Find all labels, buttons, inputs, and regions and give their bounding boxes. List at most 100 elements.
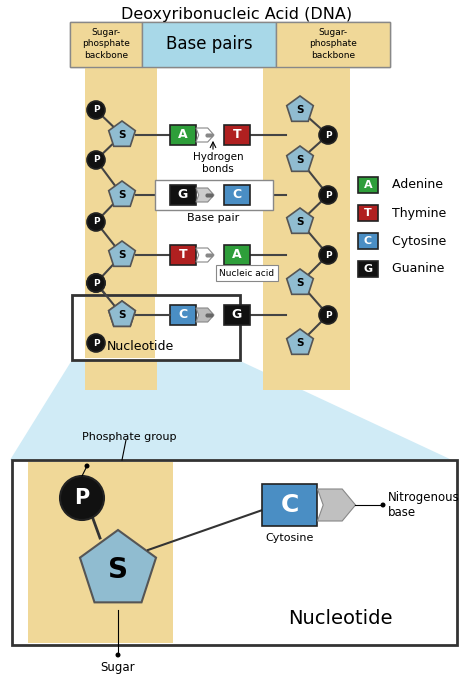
Circle shape (116, 652, 120, 658)
Circle shape (87, 213, 105, 231)
Circle shape (87, 101, 105, 119)
FancyBboxPatch shape (224, 185, 250, 205)
Text: Deoxyribonucleic Acid (DNA): Deoxyribonucleic Acid (DNA) (121, 7, 353, 22)
Polygon shape (109, 241, 135, 266)
Circle shape (87, 151, 105, 169)
FancyBboxPatch shape (85, 67, 157, 390)
Text: P: P (93, 279, 100, 287)
Circle shape (319, 306, 337, 324)
Polygon shape (287, 269, 313, 294)
Text: Thymine: Thymine (384, 206, 446, 220)
FancyBboxPatch shape (170, 305, 196, 325)
FancyBboxPatch shape (224, 305, 250, 325)
Text: C: C (178, 308, 188, 322)
FancyBboxPatch shape (142, 22, 276, 67)
FancyBboxPatch shape (358, 205, 378, 221)
Circle shape (319, 126, 337, 144)
Text: A: A (364, 180, 372, 190)
Circle shape (87, 274, 105, 292)
Circle shape (60, 476, 104, 520)
Polygon shape (196, 188, 214, 202)
Polygon shape (287, 208, 313, 233)
Circle shape (87, 334, 105, 352)
Polygon shape (109, 301, 135, 327)
FancyBboxPatch shape (170, 125, 196, 145)
Polygon shape (109, 121, 135, 146)
Polygon shape (287, 96, 313, 121)
Polygon shape (287, 329, 313, 354)
Text: S: S (108, 556, 128, 584)
Text: P: P (93, 155, 100, 164)
Text: S: S (296, 338, 304, 348)
FancyBboxPatch shape (70, 22, 142, 67)
FancyBboxPatch shape (155, 180, 273, 210)
Text: S: S (118, 310, 126, 320)
FancyBboxPatch shape (170, 185, 196, 205)
FancyBboxPatch shape (263, 67, 350, 390)
Circle shape (84, 464, 90, 468)
Text: Sugar-
phosphate
backbone: Sugar- phosphate backbone (309, 28, 357, 59)
Polygon shape (196, 128, 214, 142)
Text: S: S (296, 217, 304, 227)
Polygon shape (230, 188, 248, 202)
Text: P: P (74, 488, 90, 508)
Text: T: T (364, 208, 372, 218)
Circle shape (319, 246, 337, 264)
Text: Nitrogenous
base: Nitrogenous base (388, 491, 460, 519)
Polygon shape (230, 248, 248, 262)
Text: S: S (296, 105, 304, 115)
Text: Cytosine: Cytosine (266, 533, 314, 543)
Text: Hydrogen
bonds: Hydrogen bonds (193, 152, 243, 174)
FancyBboxPatch shape (85, 297, 155, 358)
Text: P: P (93, 218, 100, 226)
Text: P: P (93, 339, 100, 347)
FancyBboxPatch shape (216, 265, 278, 281)
Text: A: A (178, 128, 188, 141)
Text: C: C (232, 189, 242, 201)
Circle shape (319, 186, 337, 204)
Circle shape (87, 274, 105, 292)
Text: C: C (364, 236, 372, 246)
FancyBboxPatch shape (224, 125, 250, 145)
Polygon shape (230, 128, 248, 142)
Text: P: P (325, 191, 331, 199)
FancyBboxPatch shape (28, 462, 173, 643)
Text: S: S (118, 130, 126, 140)
FancyBboxPatch shape (358, 233, 378, 249)
Text: C: C (281, 493, 299, 517)
Text: P: P (93, 105, 100, 114)
Text: Cytosine: Cytosine (384, 235, 446, 247)
Polygon shape (230, 308, 248, 322)
Polygon shape (287, 146, 313, 171)
Text: P: P (325, 130, 331, 139)
Text: Nucleotide: Nucleotide (106, 341, 173, 354)
Text: S: S (118, 190, 126, 200)
Text: T: T (179, 249, 187, 262)
Polygon shape (318, 489, 356, 521)
Polygon shape (109, 301, 135, 327)
Text: S: S (296, 155, 304, 165)
Text: S: S (118, 250, 126, 260)
Polygon shape (80, 530, 156, 602)
Polygon shape (196, 308, 214, 322)
Text: Phosphate group: Phosphate group (82, 432, 176, 442)
FancyBboxPatch shape (358, 177, 378, 193)
Text: Base pair: Base pair (187, 213, 239, 223)
Text: S: S (118, 310, 126, 320)
Text: T: T (233, 128, 241, 141)
Text: G: G (178, 189, 188, 201)
FancyBboxPatch shape (263, 484, 318, 526)
Circle shape (381, 502, 385, 508)
Text: Sugar: Sugar (100, 660, 135, 673)
FancyBboxPatch shape (276, 22, 390, 67)
FancyBboxPatch shape (224, 245, 250, 265)
Text: P: P (325, 251, 331, 260)
Text: G: G (364, 264, 373, 274)
Polygon shape (109, 181, 135, 206)
Text: P: P (93, 279, 100, 287)
Polygon shape (196, 248, 214, 262)
FancyBboxPatch shape (70, 22, 390, 67)
Text: Adenine: Adenine (384, 178, 443, 191)
FancyBboxPatch shape (170, 245, 196, 265)
Text: S: S (296, 278, 304, 288)
